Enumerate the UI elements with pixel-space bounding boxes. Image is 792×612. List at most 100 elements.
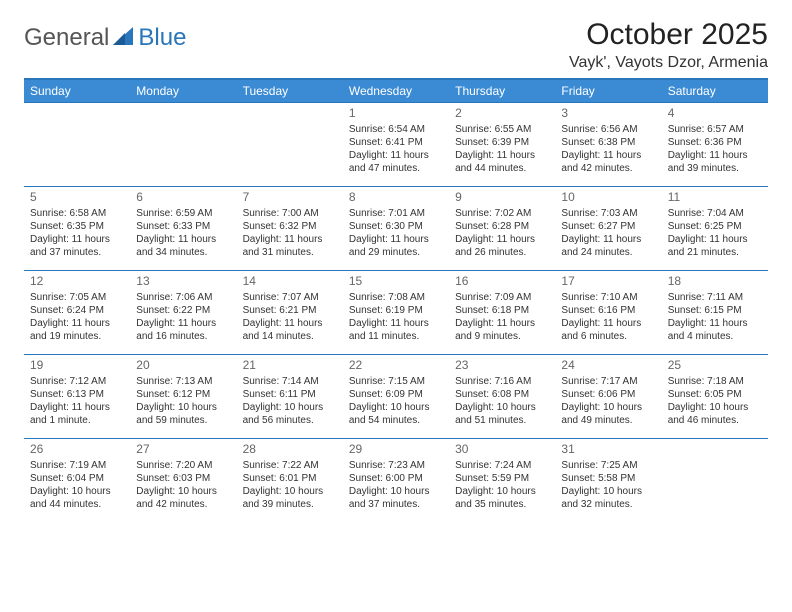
sunrise-line: Sunrise: 7:18 AM bbox=[668, 375, 762, 388]
calendar-cell: 7Sunrise: 7:00 AMSunset: 6:32 PMDaylight… bbox=[237, 187, 343, 271]
day-number: 20 bbox=[136, 358, 230, 374]
sunset-line: Sunset: 6:25 PM bbox=[668, 220, 762, 233]
sunrise-line: Sunrise: 6:56 AM bbox=[561, 123, 655, 136]
sunset-line: Sunset: 6:05 PM bbox=[668, 388, 762, 401]
sunrise-line: Sunrise: 6:58 AM bbox=[30, 207, 124, 220]
sunrise-line: Sunrise: 7:06 AM bbox=[136, 291, 230, 304]
sunset-line: Sunset: 6:11 PM bbox=[243, 388, 337, 401]
day-number: 17 bbox=[561, 274, 655, 290]
day-number: 2 bbox=[455, 106, 549, 122]
sunset-line: Sunset: 6:16 PM bbox=[561, 304, 655, 317]
sunrise-line: Sunrise: 7:00 AM bbox=[243, 207, 337, 220]
sunset-line: Sunset: 6:13 PM bbox=[30, 388, 124, 401]
daylight-line: Daylight: 11 hours and 47 minutes. bbox=[349, 149, 443, 175]
daylight-line: Daylight: 10 hours and 44 minutes. bbox=[30, 485, 124, 511]
calendar-cell: 24Sunrise: 7:17 AMSunset: 6:06 PMDayligh… bbox=[555, 355, 661, 439]
calendar-cell: 26Sunrise: 7:19 AMSunset: 6:04 PMDayligh… bbox=[24, 439, 130, 523]
day-number: 28 bbox=[243, 442, 337, 458]
sunrise-line: Sunrise: 7:10 AM bbox=[561, 291, 655, 304]
sunset-line: Sunset: 5:59 PM bbox=[455, 472, 549, 485]
daylight-line: Daylight: 10 hours and 39 minutes. bbox=[243, 485, 337, 511]
calendar-cell: 3Sunrise: 6:56 AMSunset: 6:38 PMDaylight… bbox=[555, 103, 661, 187]
calendar-cell: 17Sunrise: 7:10 AMSunset: 6:16 PMDayligh… bbox=[555, 271, 661, 355]
weekday-header: Thursday bbox=[449, 79, 555, 103]
calendar-cell bbox=[130, 103, 236, 187]
calendar-cell: 25Sunrise: 7:18 AMSunset: 6:05 PMDayligh… bbox=[662, 355, 768, 439]
day-number: 10 bbox=[561, 190, 655, 206]
calendar-cell: 4Sunrise: 6:57 AMSunset: 6:36 PMDaylight… bbox=[662, 103, 768, 187]
day-number: 3 bbox=[561, 106, 655, 122]
daylight-line: Daylight: 11 hours and 21 minutes. bbox=[668, 233, 762, 259]
sunrise-line: Sunrise: 7:07 AM bbox=[243, 291, 337, 304]
day-number: 4 bbox=[668, 106, 762, 122]
daylight-line: Daylight: 11 hours and 6 minutes. bbox=[561, 317, 655, 343]
daylight-line: Daylight: 10 hours and 51 minutes. bbox=[455, 401, 549, 427]
daylight-line: Daylight: 11 hours and 11 minutes. bbox=[349, 317, 443, 343]
calendar-cell: 23Sunrise: 7:16 AMSunset: 6:08 PMDayligh… bbox=[449, 355, 555, 439]
daylight-line: Daylight: 10 hours and 32 minutes. bbox=[561, 485, 655, 511]
sunset-line: Sunset: 6:30 PM bbox=[349, 220, 443, 233]
page: General Blue October 2025 Vayk', Vayots … bbox=[0, 0, 792, 533]
calendar-cell: 13Sunrise: 7:06 AMSunset: 6:22 PMDayligh… bbox=[130, 271, 236, 355]
calendar-cell: 19Sunrise: 7:12 AMSunset: 6:13 PMDayligh… bbox=[24, 355, 130, 439]
sunrise-line: Sunrise: 7:01 AM bbox=[349, 207, 443, 220]
day-number: 30 bbox=[455, 442, 549, 458]
calendar-cell: 9Sunrise: 7:02 AMSunset: 6:28 PMDaylight… bbox=[449, 187, 555, 271]
day-number: 5 bbox=[30, 190, 124, 206]
day-number: 25 bbox=[668, 358, 762, 374]
sunrise-line: Sunrise: 7:13 AM bbox=[136, 375, 230, 388]
calendar-table: SundayMondayTuesdayWednesdayThursdayFrid… bbox=[24, 78, 768, 523]
daylight-line: Daylight: 10 hours and 46 minutes. bbox=[668, 401, 762, 427]
sunset-line: Sunset: 6:18 PM bbox=[455, 304, 549, 317]
sunrise-line: Sunrise: 6:57 AM bbox=[668, 123, 762, 136]
calendar-cell: 10Sunrise: 7:03 AMSunset: 6:27 PMDayligh… bbox=[555, 187, 661, 271]
weekday-header: Tuesday bbox=[237, 79, 343, 103]
sunset-line: Sunset: 6:00 PM bbox=[349, 472, 443, 485]
calendar-cell: 11Sunrise: 7:04 AMSunset: 6:25 PMDayligh… bbox=[662, 187, 768, 271]
daylight-line: Daylight: 11 hours and 1 minute. bbox=[30, 401, 124, 427]
calendar-cell: 15Sunrise: 7:08 AMSunset: 6:19 PMDayligh… bbox=[343, 271, 449, 355]
sunrise-line: Sunrise: 7:05 AM bbox=[30, 291, 124, 304]
calendar-row: 19Sunrise: 7:12 AMSunset: 6:13 PMDayligh… bbox=[24, 355, 768, 439]
logo: General Blue bbox=[24, 18, 186, 52]
calendar-cell bbox=[662, 439, 768, 523]
sunset-line: Sunset: 6:08 PM bbox=[455, 388, 549, 401]
sunrise-line: Sunrise: 7:09 AM bbox=[455, 291, 549, 304]
sunrise-line: Sunrise: 7:15 AM bbox=[349, 375, 443, 388]
calendar-cell: 12Sunrise: 7:05 AMSunset: 6:24 PMDayligh… bbox=[24, 271, 130, 355]
daylight-line: Daylight: 11 hours and 31 minutes. bbox=[243, 233, 337, 259]
calendar-cell: 22Sunrise: 7:15 AMSunset: 6:09 PMDayligh… bbox=[343, 355, 449, 439]
calendar-cell: 30Sunrise: 7:24 AMSunset: 5:59 PMDayligh… bbox=[449, 439, 555, 523]
weekday-header: Monday bbox=[130, 79, 236, 103]
day-number: 1 bbox=[349, 106, 443, 122]
sunrise-line: Sunrise: 7:25 AM bbox=[561, 459, 655, 472]
daylight-line: Daylight: 10 hours and 56 minutes. bbox=[243, 401, 337, 427]
sunrise-line: Sunrise: 6:59 AM bbox=[136, 207, 230, 220]
sunrise-line: Sunrise: 7:24 AM bbox=[455, 459, 549, 472]
sunset-line: Sunset: 6:38 PM bbox=[561, 136, 655, 149]
sunset-line: Sunset: 6:03 PM bbox=[136, 472, 230, 485]
sunset-line: Sunset: 6:41 PM bbox=[349, 136, 443, 149]
page-title: October 2025 bbox=[569, 18, 768, 52]
weekday-header: Friday bbox=[555, 79, 661, 103]
calendar-cell: 8Sunrise: 7:01 AMSunset: 6:30 PMDaylight… bbox=[343, 187, 449, 271]
calendar-cell: 27Sunrise: 7:20 AMSunset: 6:03 PMDayligh… bbox=[130, 439, 236, 523]
daylight-line: Daylight: 11 hours and 44 minutes. bbox=[455, 149, 549, 175]
calendar-row: 12Sunrise: 7:05 AMSunset: 6:24 PMDayligh… bbox=[24, 271, 768, 355]
sunset-line: Sunset: 6:09 PM bbox=[349, 388, 443, 401]
day-number: 8 bbox=[349, 190, 443, 206]
calendar-cell: 21Sunrise: 7:14 AMSunset: 6:11 PMDayligh… bbox=[237, 355, 343, 439]
day-number: 31 bbox=[561, 442, 655, 458]
sunset-line: Sunset: 6:32 PM bbox=[243, 220, 337, 233]
sunset-line: Sunset: 6:01 PM bbox=[243, 472, 337, 485]
sunrise-line: Sunrise: 7:03 AM bbox=[561, 207, 655, 220]
day-number: 29 bbox=[349, 442, 443, 458]
calendar-cell: 29Sunrise: 7:23 AMSunset: 6:00 PMDayligh… bbox=[343, 439, 449, 523]
daylight-line: Daylight: 11 hours and 16 minutes. bbox=[136, 317, 230, 343]
header-row: General Blue October 2025 Vayk', Vayots … bbox=[24, 18, 768, 72]
sunrise-line: Sunrise: 6:55 AM bbox=[455, 123, 549, 136]
sunrise-line: Sunrise: 7:23 AM bbox=[349, 459, 443, 472]
logo-sail-icon bbox=[113, 27, 133, 45]
daylight-line: Daylight: 10 hours and 35 minutes. bbox=[455, 485, 549, 511]
sunrise-line: Sunrise: 7:19 AM bbox=[30, 459, 124, 472]
